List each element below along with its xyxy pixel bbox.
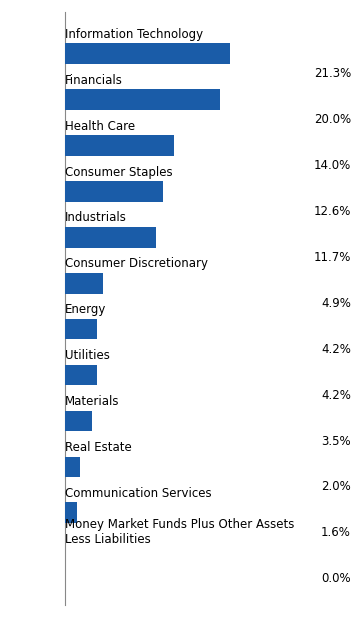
Text: 4.2%: 4.2% [321, 342, 351, 356]
Text: 14.0%: 14.0% [314, 159, 351, 172]
Text: Financials: Financials [65, 73, 123, 87]
Text: 11.7%: 11.7% [314, 251, 351, 264]
Bar [65, 89, 220, 110]
Text: Industrials: Industrials [65, 212, 127, 225]
Text: Health Care: Health Care [65, 120, 135, 133]
Text: 21.3%: 21.3% [314, 67, 351, 80]
Text: 3.5%: 3.5% [321, 434, 351, 447]
Bar [65, 365, 98, 386]
Text: 0.0%: 0.0% [321, 573, 351, 586]
Text: Energy: Energy [65, 304, 106, 317]
Text: Information Technology: Information Technology [65, 28, 203, 41]
Text: 1.6%: 1.6% [321, 526, 351, 539]
Bar [65, 273, 103, 294]
Bar [65, 135, 174, 156]
Bar [65, 502, 77, 523]
Bar [65, 319, 98, 339]
Bar [65, 227, 156, 247]
Text: 4.9%: 4.9% [321, 297, 351, 310]
Text: Communication Services: Communication Services [65, 487, 211, 500]
Bar [65, 181, 163, 202]
Text: 2.0%: 2.0% [321, 481, 351, 494]
Text: 20.0%: 20.0% [314, 113, 351, 126]
Text: Utilities: Utilities [65, 349, 110, 362]
Text: Money Market Funds Plus Other Assets
Less Liabilities: Money Market Funds Plus Other Assets Les… [65, 518, 294, 546]
Text: Real Estate: Real Estate [65, 441, 131, 454]
Text: Consumer Discretionary: Consumer Discretionary [65, 257, 208, 270]
Text: 4.2%: 4.2% [321, 389, 351, 402]
Bar [65, 457, 80, 477]
Text: 12.6%: 12.6% [314, 205, 351, 218]
Bar [65, 43, 230, 64]
Text: Materials: Materials [65, 395, 119, 408]
Bar [65, 411, 92, 431]
Text: Consumer Staples: Consumer Staples [65, 165, 172, 178]
